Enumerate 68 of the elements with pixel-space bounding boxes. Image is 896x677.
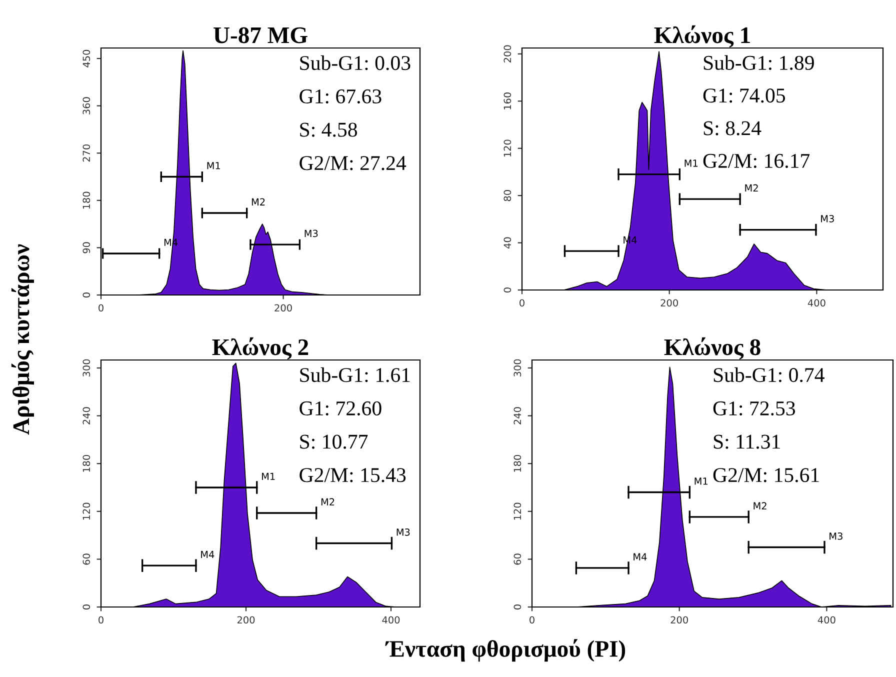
annotation: G1: 72.53 (713, 401, 796, 416)
series-label: M1 (207, 162, 220, 170)
series-label: M3 (821, 215, 834, 222)
y-tick-label: 120 (82, 502, 90, 520)
y-tick-label: 90 (82, 242, 90, 254)
chart-title: Κλώνος 1 (654, 25, 750, 48)
annotation: S: 8.24 (704, 121, 762, 136)
series-label: M4 (634, 553, 647, 560)
chart-title: U-87 MG (214, 27, 308, 44)
series-label: M1 (694, 478, 708, 485)
x-tick-label: 0 (530, 616, 534, 624)
y-tick-label: 240 (82, 407, 90, 424)
x-tick-label: 400 (808, 299, 826, 307)
series-label: M3 (396, 528, 410, 536)
annotation: S: 4.58 (300, 122, 358, 137)
y-tick-label: 200 (504, 45, 512, 62)
series-label: M2 (252, 198, 265, 206)
y-tick-label: 180 (514, 454, 522, 472)
series-label: M4 (201, 550, 214, 558)
y-tick-label: 160 (504, 92, 512, 110)
y-tick-label: 80 (504, 190, 512, 202)
y-tick-label: 450 (82, 50, 90, 68)
y-tick-label: 240 (514, 407, 522, 424)
series-label: M3 (304, 230, 318, 238)
y-tick-label: 0 (82, 292, 90, 298)
annotation: G1: 74.05 (703, 88, 786, 103)
y-tick-label: 0 (82, 604, 90, 610)
chart-title: Κλώνος 2 (212, 337, 308, 360)
y-tick-label: 120 (514, 502, 522, 520)
annotation: Sub-G1: 0.03 (300, 55, 410, 70)
y-tick-label: 300 (514, 359, 522, 377)
x-tick-label: 200 (660, 299, 678, 307)
series-label: M2 (745, 184, 758, 192)
y-tick-label: 0 (514, 604, 522, 610)
series-label: M3 (830, 532, 842, 540)
x-tick-label: 400 (818, 616, 836, 624)
y-tick-label: 270 (82, 144, 90, 162)
annotation: G2/M: 15.61 (713, 468, 819, 482)
annotation: Sub-G1: 1.89 (704, 55, 814, 70)
y-tick-label: 60 (82, 554, 90, 565)
y-tick-label: 300 (82, 359, 90, 377)
annotation: G2/M: 27.24 (300, 156, 406, 170)
y-tick-label: 180 (82, 192, 90, 209)
y-tick-label: 180 (82, 454, 90, 472)
series-label: M1 (684, 160, 698, 167)
annotation: G1: 67.63 (300, 89, 382, 104)
y-tick-label: 120 (504, 140, 512, 157)
x-tick-label: 200 (670, 616, 688, 624)
y-tick-label: 0 (504, 288, 512, 292)
annotation: Sub-G1: 1.61 (300, 367, 410, 382)
annotation: S: 10.77 (300, 434, 368, 449)
x-tick-label: 200 (237, 616, 255, 624)
y-tick-label: 60 (514, 554, 522, 565)
y-axis-title: Αριθμός κυττάρων (11, 244, 34, 435)
annotation: Sub-G1: 0.74 (714, 367, 824, 382)
x-tick-label: 400 (382, 616, 400, 624)
x-tick-label: 0 (98, 616, 104, 624)
annotation: G2/M: 16.17 (703, 154, 810, 168)
y-tick-label: 360 (82, 97, 90, 114)
annotation: S: 11.31 (714, 434, 780, 449)
chart-title: Κλώνος 8 (664, 337, 760, 360)
annotation: G1: 72.60 (300, 401, 382, 416)
series-label: M2 (321, 498, 334, 506)
x-axis-title: Ένταση φθορισμού (PI) (385, 639, 626, 662)
annotation: G2/M: 15.43 (300, 468, 406, 482)
series-label: M2 (754, 502, 766, 510)
y-tick-label: 40 (504, 237, 512, 248)
series-label: M1 (262, 472, 275, 480)
